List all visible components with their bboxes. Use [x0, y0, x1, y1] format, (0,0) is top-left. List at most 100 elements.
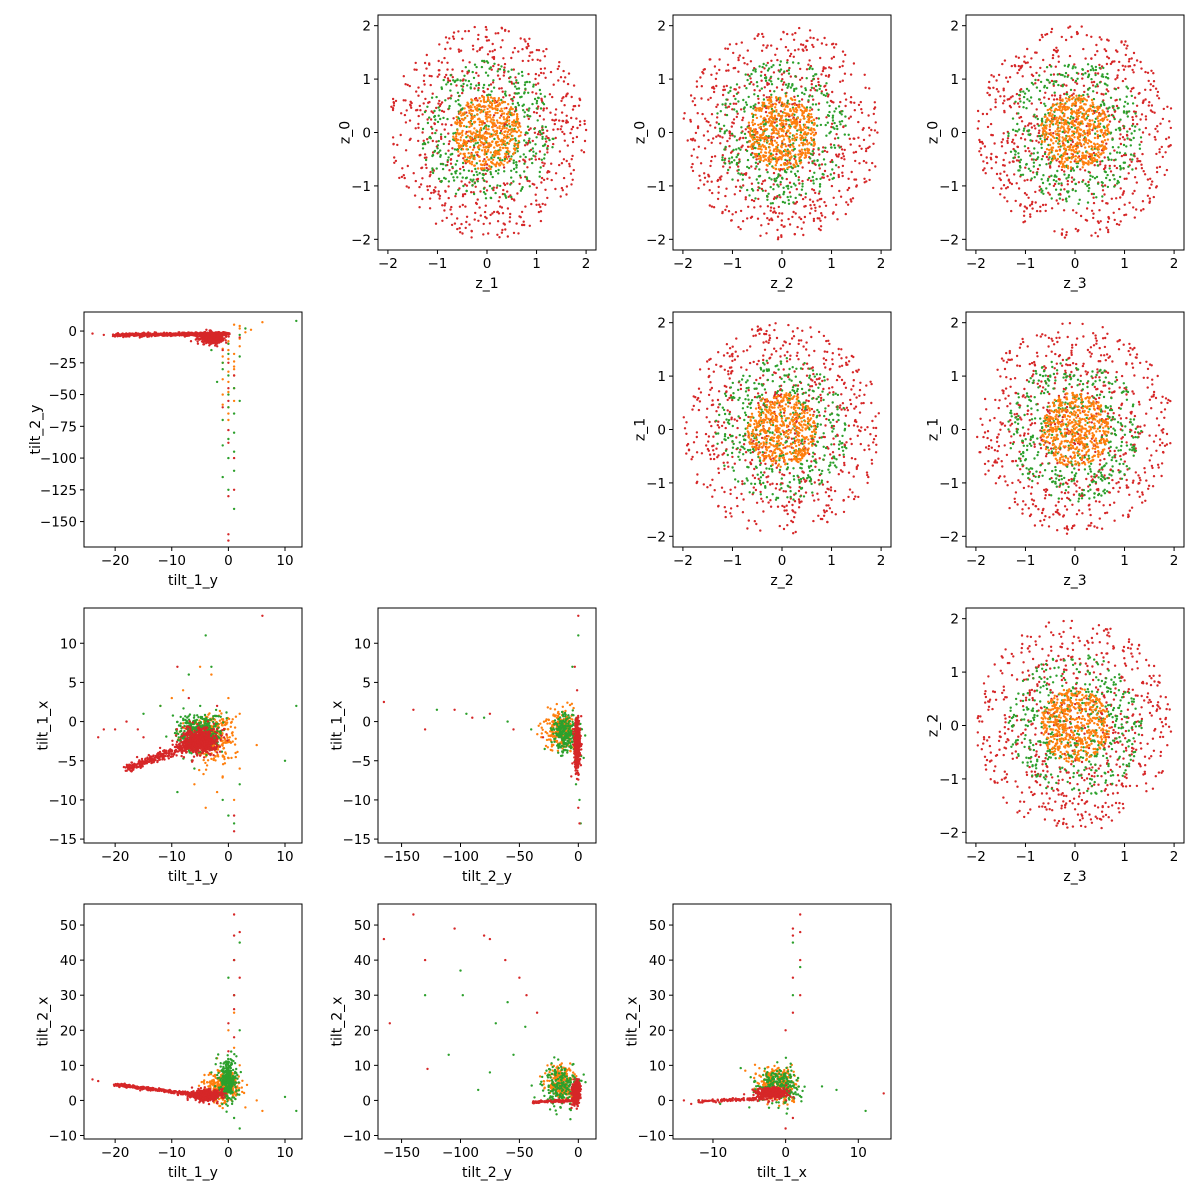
- scatter-point: [1087, 189, 1090, 193]
- scatter-point: [500, 101, 504, 105]
- scatter-point: [508, 119, 511, 122]
- scatter-point: [1076, 32, 1079, 36]
- scatter-point: [506, 207, 510, 210]
- scatter-point: [849, 115, 852, 118]
- scatter-point: [444, 202, 447, 205]
- scatter-point: [478, 172, 481, 175]
- scatter-point: [1105, 202, 1108, 205]
- scatter-point: [401, 167, 404, 170]
- scatter-point: [506, 161, 509, 164]
- scatter-point: [468, 125, 471, 129]
- scatter-point: [1043, 152, 1047, 156]
- scatter-point: [438, 109, 441, 112]
- scatter-point: [1060, 232, 1064, 235]
- scatter-point: [774, 147, 778, 151]
- scatter-point: [806, 39, 809, 43]
- scatter-point: [759, 158, 762, 162]
- scatter-point: [753, 206, 756, 209]
- scatter-point: [461, 195, 465, 198]
- scatter-point: [479, 100, 483, 103]
- scatter-point: [758, 89, 761, 92]
- scatter-point: [546, 177, 549, 180]
- scatter-point: [1032, 152, 1036, 155]
- scatter-point: [830, 57, 833, 60]
- scatter-point: [1064, 139, 1067, 142]
- scatter-point: [1059, 103, 1062, 106]
- scatter-point: [451, 165, 454, 169]
- scatter-point: [1101, 199, 1104, 203]
- scatter-point: [1077, 99, 1080, 102]
- scatter-point: [523, 162, 526, 165]
- scatter-point: [427, 141, 430, 144]
- scatter-point: [532, 154, 535, 157]
- scatter-point: [437, 139, 440, 143]
- scatter-point: [554, 172, 558, 175]
- scatter-point: [807, 99, 810, 102]
- scatter-point: [774, 211, 777, 215]
- scatter-point: [1021, 173, 1025, 176]
- scatter-point: [463, 159, 466, 162]
- scatter-point: [516, 143, 520, 146]
- scatter-point: [1029, 215, 1032, 218]
- scatter-point: [1054, 107, 1057, 111]
- scatter-point: [414, 179, 417, 183]
- scatter-point: [478, 48, 481, 52]
- scatter-point: [1105, 142, 1108, 145]
- scatter-point: [1077, 114, 1081, 118]
- scatter-point: [1094, 72, 1097, 75]
- scatter-point: [470, 152, 473, 156]
- scatter-point: [550, 162, 553, 165]
- scatter-point: [852, 151, 855, 154]
- scatter-point: [496, 144, 499, 147]
- scatter-point: [486, 107, 489, 111]
- scatter-point: [782, 167, 786, 171]
- scatter-point: [762, 145, 765, 148]
- scatter-point: [1048, 165, 1052, 168]
- scatter-point: [759, 134, 762, 137]
- scatter-point: [782, 193, 785, 196]
- scatter-point: [1055, 136, 1059, 140]
- scatter-point: [489, 120, 492, 123]
- scatter-point: [554, 136, 557, 140]
- scatter-point: [718, 68, 721, 72]
- scatter-point: [512, 82, 516, 85]
- scatter-point: [433, 109, 436, 113]
- scatter-point: [824, 123, 827, 127]
- scatter-point: [515, 130, 519, 134]
- scatter-point: [495, 163, 498, 166]
- scatter-point: [775, 120, 778, 123]
- scatter-point: [391, 107, 395, 110]
- scatter-point: [458, 111, 462, 115]
- scatter-point: [774, 106, 777, 109]
- scatter-point: [443, 76, 447, 79]
- scatter-point: [832, 196, 835, 199]
- scatter-point: [1040, 143, 1043, 146]
- scatter-point: [849, 143, 852, 146]
- scatter-point: [1009, 96, 1013, 99]
- scatter-point: [423, 156, 427, 159]
- scatter-point: [1048, 114, 1051, 117]
- scatter-point: [795, 103, 798, 107]
- scatter-point: [1091, 101, 1094, 104]
- scatter-point: [725, 98, 728, 101]
- scatter-point: [429, 170, 432, 174]
- scatter-point: [510, 82, 514, 85]
- scatter-point: [1045, 137, 1049, 141]
- scatter-point: [775, 128, 778, 132]
- scatter-point: [729, 89, 732, 93]
- scatter-point: [506, 235, 509, 238]
- scatter-point: [503, 107, 506, 110]
- scatter-point: [741, 118, 744, 122]
- scatter-point: [532, 111, 536, 114]
- scatter-point: [1055, 116, 1058, 119]
- scatter-point: [788, 165, 791, 169]
- scatter-point: [390, 105, 393, 109]
- scatter-point: [474, 201, 478, 205]
- scatter-point: [453, 148, 457, 151]
- scatter-point: [1044, 203, 1048, 206]
- scatter-point: [471, 117, 474, 120]
- scatter-point: [1114, 128, 1118, 131]
- scatter-point: [770, 103, 773, 107]
- scatter-point: [531, 147, 534, 150]
- scatter-point: [465, 184, 469, 187]
